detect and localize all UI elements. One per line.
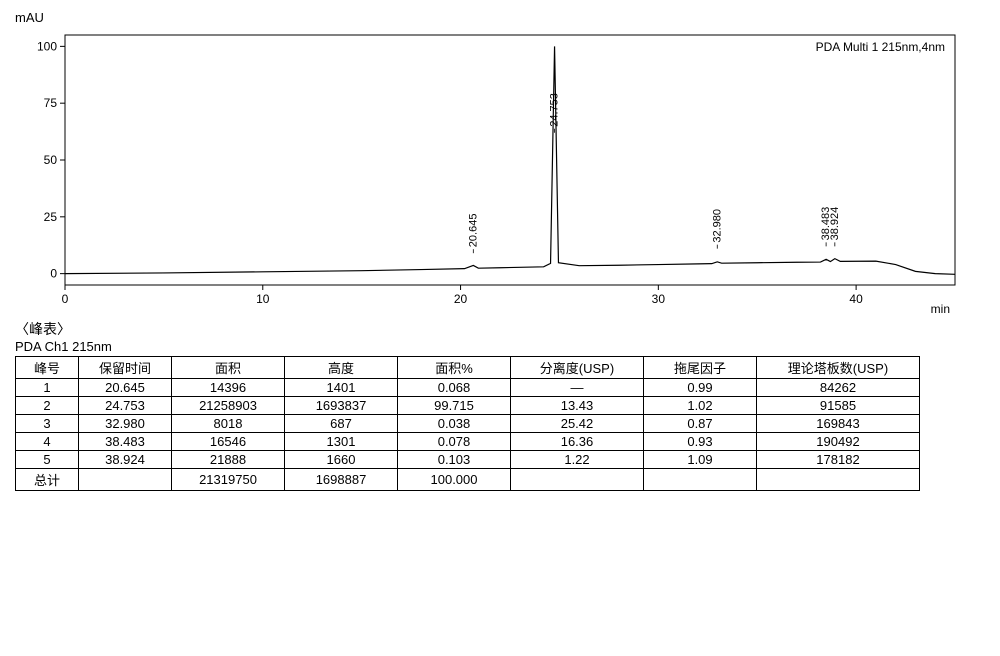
x-tick-label: 30	[652, 292, 666, 306]
table-cell: 21319750	[172, 469, 285, 491]
chromatogram-chart: 0 25 50 75 100 0 10 20 30 40 min PDA Multi 1 215nm,…	[10, 25, 970, 315]
y-axis-unit-label: mAU	[15, 10, 990, 25]
y-tick-label: 75	[44, 96, 58, 110]
table-cell: 16.36	[511, 433, 644, 451]
table-cell: —	[511, 379, 644, 397]
table-cell: 0.103	[398, 451, 511, 469]
table-cell: 24.753	[79, 397, 172, 415]
table-cell: 1660	[285, 451, 398, 469]
table-header-row: 峰号保留时间面积高度面积%分离度(USP)拖尾因子理论塔板数(USP)	[16, 357, 920, 379]
table-cell: 0.99	[644, 379, 757, 397]
peak-rt-label: 38.924	[829, 207, 841, 241]
table-cell: 0.068	[398, 379, 511, 397]
table-cell: 1693837	[285, 397, 398, 415]
table-cell: 1.02	[644, 397, 757, 415]
table-header-cell: 面积	[172, 357, 285, 379]
table-cell: 3	[16, 415, 79, 433]
table-row: 332.98080186870.03825.420.87169843	[16, 415, 920, 433]
table-cell: 178182	[757, 451, 920, 469]
table-row: 438.4831654613010.07816.360.93190492	[16, 433, 920, 451]
table-cell: 2	[16, 397, 79, 415]
y-tick-label: 50	[44, 153, 58, 167]
x-tick-label: 40	[849, 292, 863, 306]
table-cell: 20.645	[79, 379, 172, 397]
x-tick-label: 10	[256, 292, 270, 306]
table-cell: 25.42	[511, 415, 644, 433]
table-cell: 0.87	[644, 415, 757, 433]
table-row: 224.75321258903169383799.71513.431.02915…	[16, 397, 920, 415]
table-cell: 16546	[172, 433, 285, 451]
table-total-label: 总计	[16, 469, 79, 491]
peak-table: 峰号保留时间面积高度面积%分离度(USP)拖尾因子理论塔板数(USP) 120.…	[15, 356, 920, 491]
table-cell: 8018	[172, 415, 285, 433]
detector-label: PDA Multi 1 215nm,4nm	[816, 40, 945, 54]
table-header-cell: 保留时间	[79, 357, 172, 379]
x-axis-unit-label: min	[931, 302, 950, 316]
x-tick-label: 20	[454, 292, 468, 306]
table-cell: 1.22	[511, 451, 644, 469]
table-cell	[644, 469, 757, 491]
table-header-cell: 理论塔板数(USP)	[757, 357, 920, 379]
table-cell: 38.924	[79, 451, 172, 469]
peak-table-title: 〈峰表〉	[15, 319, 990, 339]
table-header-cell: 高度	[285, 357, 398, 379]
peak-rt-label: 24.753	[549, 93, 561, 127]
table-cell: 21888	[172, 451, 285, 469]
table-cell: 84262	[757, 379, 920, 397]
table-cell: 0.078	[398, 433, 511, 451]
table-cell: 1698887	[285, 469, 398, 491]
y-tick-label: 25	[44, 210, 58, 224]
y-tick-label: 100	[37, 39, 57, 53]
table-cell: 0.038	[398, 415, 511, 433]
table-cell: 4	[16, 433, 79, 451]
table-cell: 169843	[757, 415, 920, 433]
peak-rt-label: 20.645	[467, 214, 479, 248]
table-cell: 1401	[285, 379, 398, 397]
table-header-cell: 峰号	[16, 357, 79, 379]
peak-table-channel: PDA Ch1 215nm	[15, 339, 990, 354]
table-cell	[511, 469, 644, 491]
table-header-cell: 面积%	[398, 357, 511, 379]
table-cell	[757, 469, 920, 491]
table-cell: 0.93	[644, 433, 757, 451]
table-cell: 21258903	[172, 397, 285, 415]
table-header-cell: 拖尾因子	[644, 357, 757, 379]
table-cell: 687	[285, 415, 398, 433]
table-cell: 91585	[757, 397, 920, 415]
x-tick-label: 0	[62, 292, 69, 306]
table-cell: 100.000	[398, 469, 511, 491]
y-tick-label: 0	[50, 267, 57, 281]
table-header-cell: 分离度(USP)	[511, 357, 644, 379]
table-cell: 190492	[757, 433, 920, 451]
table-cell: 14396	[172, 379, 285, 397]
peak-rt-label: 32.980	[711, 209, 723, 243]
plot-border	[65, 35, 955, 285]
table-cell: 5	[16, 451, 79, 469]
table-cell: 32.980	[79, 415, 172, 433]
table-cell: 1	[16, 379, 79, 397]
table-cell: 13.43	[511, 397, 644, 415]
table-row: 120.6451439614010.068—0.9984262	[16, 379, 920, 397]
table-cell: 1301	[285, 433, 398, 451]
table-cell	[79, 469, 172, 491]
table-row: 538.9242188816600.1031.221.09178182	[16, 451, 920, 469]
table-total-row: 总计 213197501698887100.000	[16, 469, 920, 491]
table-cell: 99.715	[398, 397, 511, 415]
table-cell: 38.483	[79, 433, 172, 451]
table-cell: 1.09	[644, 451, 757, 469]
